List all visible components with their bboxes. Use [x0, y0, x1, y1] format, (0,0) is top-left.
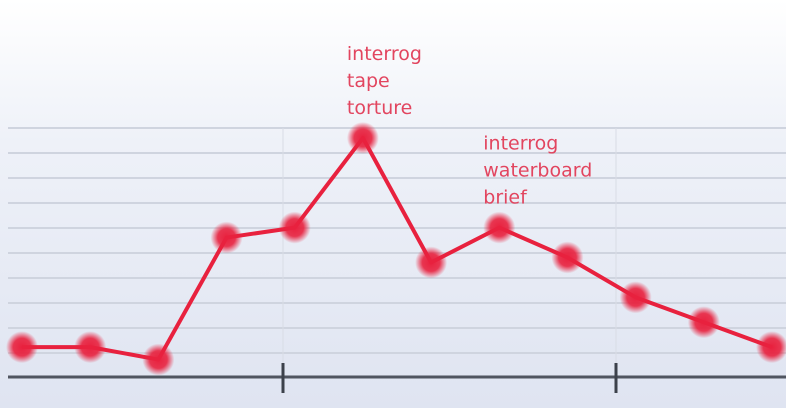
- data-points: [6, 121, 786, 376]
- data-point: [142, 343, 175, 376]
- annotation-line: brief: [483, 187, 528, 209]
- data-point: [6, 331, 38, 364]
- data-point: [346, 121, 379, 154]
- data-point: [483, 211, 516, 244]
- data-point: [415, 246, 448, 279]
- data-point: [278, 211, 311, 244]
- point-annotation: interrog waterboard brief: [483, 133, 592, 209]
- data-point: [551, 241, 584, 274]
- series-line: [22, 135, 773, 362]
- annotation-line: interrog: [483, 133, 558, 155]
- data-point: [756, 331, 786, 364]
- series-line-path: [22, 135, 773, 362]
- data-point: [210, 221, 243, 254]
- annotation-line: interrog: [347, 43, 422, 65]
- data-point: [619, 281, 652, 314]
- annotation-line: torture: [347, 97, 412, 119]
- x-axis: [8, 363, 786, 393]
- annotations: interrog tape torture interrog waterboard bri…: [347, 43, 592, 209]
- data-point: [687, 306, 720, 339]
- annotation-line: tape: [347, 70, 390, 92]
- data-point: [74, 331, 107, 364]
- gridlines: [8, 127, 786, 377]
- point-annotation: interrog tape torture: [347, 43, 422, 119]
- annotation-line: waterboard: [483, 160, 592, 182]
